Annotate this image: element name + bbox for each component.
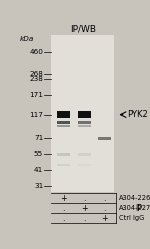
- Bar: [51, 35, 114, 192]
- Bar: [78, 164, 91, 166]
- Text: IP/WB: IP/WB: [70, 24, 96, 33]
- Text: Ctrl IgG: Ctrl IgG: [119, 215, 144, 221]
- Text: .: .: [62, 214, 65, 223]
- Text: 238: 238: [29, 76, 43, 82]
- Bar: [78, 121, 91, 124]
- Text: 117: 117: [29, 112, 43, 118]
- Text: A304-226A: A304-226A: [119, 195, 150, 201]
- Text: .: .: [83, 214, 86, 223]
- Text: kDa: kDa: [20, 36, 34, 42]
- Text: IP: IP: [135, 204, 142, 213]
- Text: .: .: [103, 204, 105, 213]
- Text: .: .: [62, 204, 65, 213]
- Text: .: .: [103, 194, 105, 203]
- Text: +: +: [101, 214, 108, 223]
- Text: 31: 31: [34, 183, 43, 188]
- Bar: [57, 153, 70, 156]
- Bar: [57, 164, 70, 166]
- Bar: [98, 137, 111, 140]
- Text: .: .: [83, 194, 86, 203]
- Text: 41: 41: [34, 167, 43, 173]
- Text: +: +: [60, 194, 67, 203]
- Text: 71: 71: [34, 135, 43, 141]
- Bar: [57, 124, 70, 127]
- Bar: [57, 111, 70, 119]
- Bar: [78, 124, 91, 127]
- Text: PYK2: PYK2: [127, 110, 148, 119]
- Bar: [78, 153, 91, 156]
- Text: 268: 268: [29, 71, 43, 77]
- Bar: [78, 111, 91, 119]
- Bar: [57, 121, 70, 124]
- Text: 55: 55: [34, 151, 43, 157]
- Text: +: +: [81, 204, 88, 213]
- Text: A304-227A: A304-227A: [119, 205, 150, 211]
- Text: 460: 460: [29, 49, 43, 55]
- Text: 171: 171: [29, 92, 43, 98]
